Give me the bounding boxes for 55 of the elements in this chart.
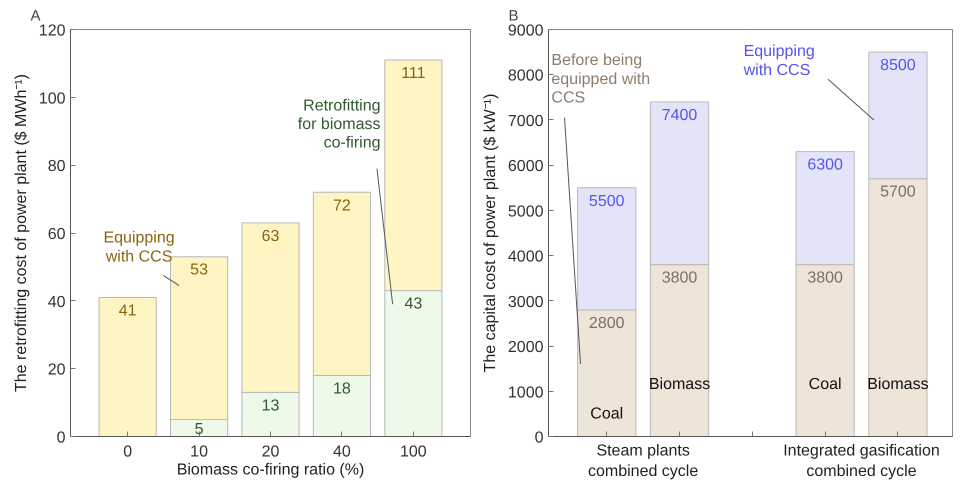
y-tick-label: 7000 [508, 112, 544, 130]
total-label: 63 [262, 228, 280, 245]
y-tick-label: 100 [38, 90, 66, 108]
bar [98, 296, 157, 436]
category-label: Biomass [648, 376, 710, 393]
y-tick-label: 0 [534, 430, 544, 446]
y-tick-label: 4000 [508, 248, 544, 266]
y-axis-title: The capital cost of power plant ($ kW⁻¹) [482, 94, 499, 372]
total-label: 5500 [588, 192, 625, 210]
chart-title: B [508, 8, 519, 24]
y-tick-label: 2000 [508, 339, 544, 356]
x-tick-label: 20 [262, 444, 280, 460]
annotation: Before being equipped with CCS [551, 52, 650, 107]
data-label: 13 [262, 397, 280, 414]
data-label: 18 [333, 380, 351, 398]
total-label: 72 [333, 197, 351, 214]
y-tick-label: 0 [56, 430, 66, 446]
y-tick-label: 20 [48, 362, 66, 379]
data-label: 5 [194, 421, 204, 438]
y-tick-label: 80 [48, 158, 66, 176]
data-label: 3800 [662, 270, 698, 287]
y-tick-label: 5000 [508, 203, 544, 220]
annotation: Retrofitting for biomass co-firing [298, 97, 381, 152]
total-label: 8500 [880, 57, 916, 74]
y-tick-label: 1000 [508, 384, 544, 402]
category-label: Coal [808, 376, 842, 393]
x-tick-label: 0 [123, 444, 132, 460]
annotation: Equipping with CCS [742, 43, 815, 79]
category-label: Biomass [867, 376, 929, 393]
total-label: 7400 [662, 106, 698, 124]
total-label: 111 [401, 65, 426, 82]
annotation: Equipping with CCS [103, 230, 175, 266]
x-tick-label: 10 [190, 444, 208, 460]
total-label: 6300 [807, 156, 844, 174]
y-tick-label: 40 [48, 294, 66, 311]
y-tick-label: 3000 [508, 294, 544, 311]
data-label: 43 [404, 296, 422, 313]
data-label: 5700 [880, 184, 916, 201]
text: Integrated gasification combined cycle [783, 442, 940, 480]
y-tick-label: 120 [38, 22, 66, 40]
data-label: 3800 [807, 270, 844, 287]
y-axis-title: The retrofitting cost of power plant ($ MWh⁻¹) [12, 74, 30, 392]
chart-title: A [30, 8, 41, 24]
x-axis-title: Biomass co-firing ratio (%) [176, 462, 364, 478]
y-tick-label: 8000 [508, 68, 544, 85]
x-tick-label: 40 [333, 444, 351, 460]
data-label: 2800 [588, 314, 625, 332]
total-label: 53 [190, 262, 208, 279]
y-tick-label: 6000 [508, 158, 544, 176]
text: Steam plants combined cycle [588, 442, 698, 480]
y-tick-label: 9000 [508, 22, 544, 40]
y-tick-label: 60 [48, 226, 66, 243]
total-label: 41 [118, 302, 137, 320]
category-label: Coal [590, 405, 624, 422]
x-tick-label: 100 [400, 444, 427, 460]
